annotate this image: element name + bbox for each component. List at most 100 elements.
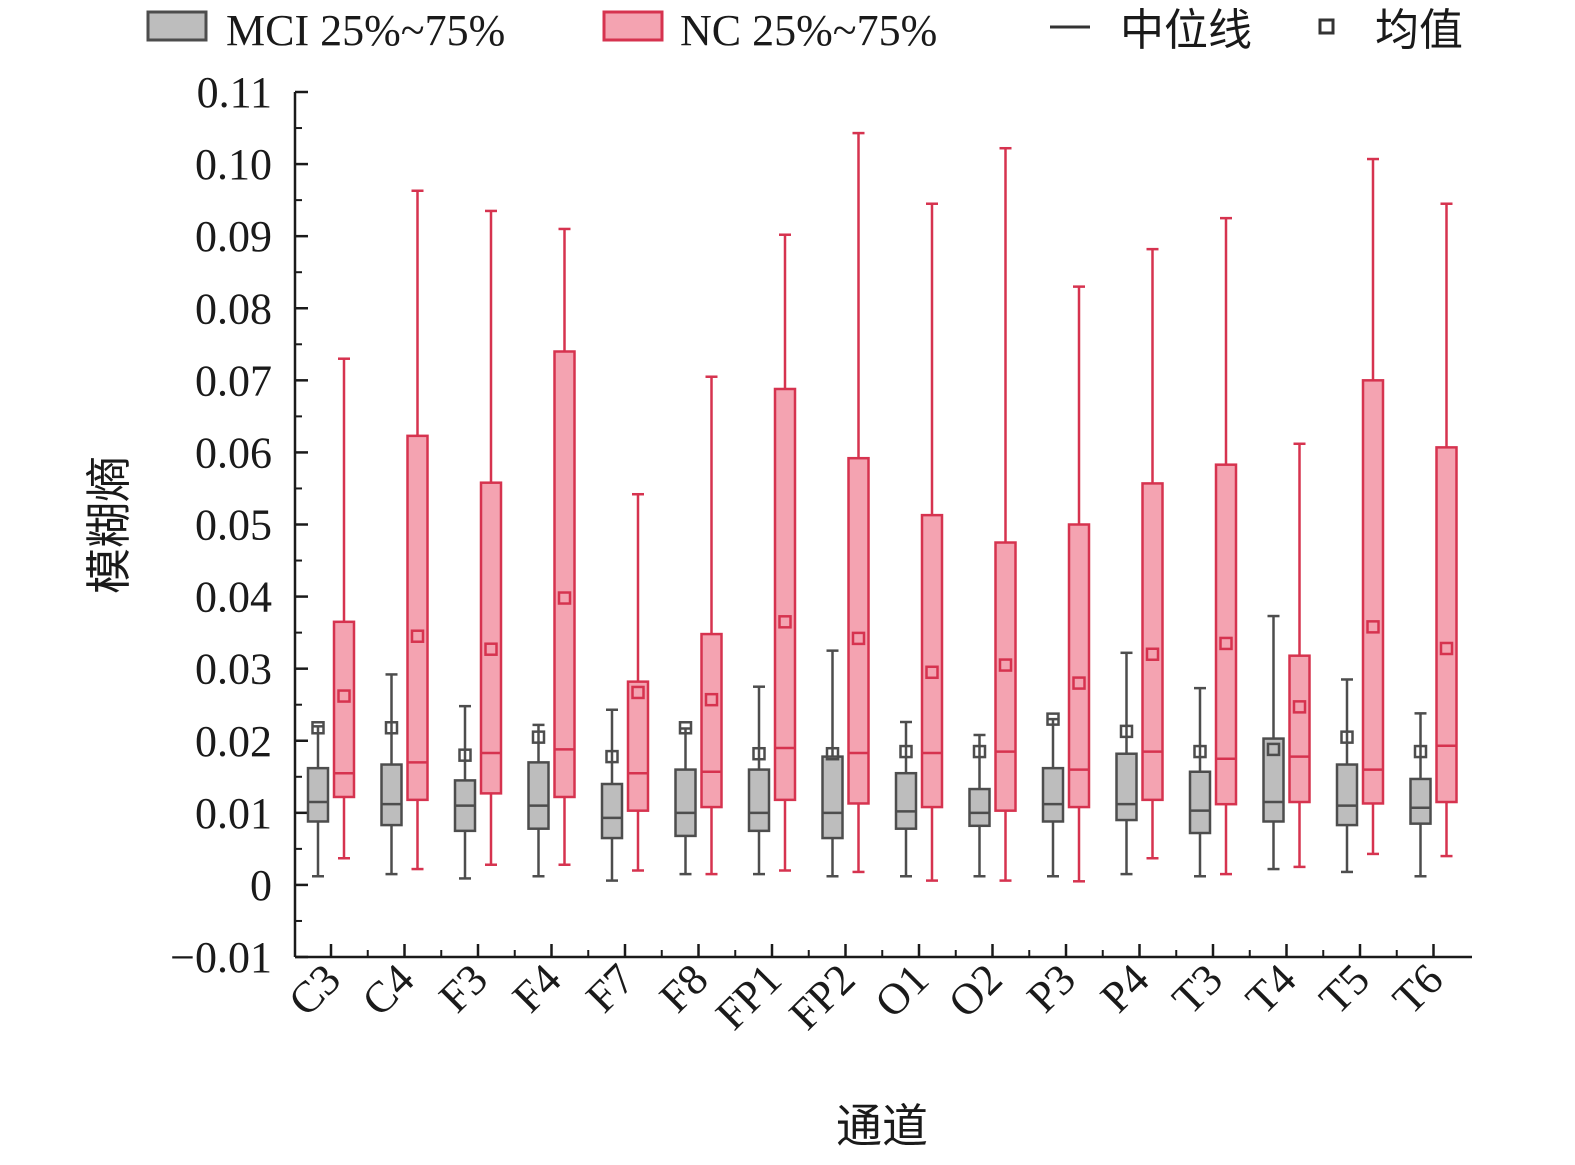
mean-marker <box>1340 730 1354 744</box>
nc-box-C4 <box>406 189 429 871</box>
nc-box-O2 <box>994 146 1017 882</box>
legend-swatch-nc <box>602 10 664 42</box>
mean-marker <box>531 730 546 744</box>
iqr-box <box>700 632 723 809</box>
x-tick-label: T6 <box>1383 954 1452 1023</box>
mean-marker <box>1219 636 1233 651</box>
iqr-box <box>994 541 1017 812</box>
y-tick-label: 0.04 <box>195 573 272 622</box>
iqr-box <box>1141 482 1164 802</box>
mci-box-T4 <box>1262 614 1285 871</box>
iqr-box <box>1361 379 1385 805</box>
x-axis-title: 通道 <box>836 1101 928 1152</box>
mci-box-FP1 <box>747 685 771 876</box>
mean-marker <box>1439 641 1454 656</box>
x-tick-label: F4 <box>503 954 571 1022</box>
mean-marker <box>1145 647 1160 661</box>
mean-marker <box>1119 724 1134 739</box>
x-tick-label: C4 <box>353 954 424 1025</box>
mean-marker <box>631 685 645 700</box>
y-tick-label: 0.10 <box>195 140 272 189</box>
y-tick-label: −0.01 <box>170 933 272 982</box>
nc-box-T5 <box>1361 157 1385 856</box>
legend: MCI 25%~75% NC 25%~75% 中位线 均值 <box>146 6 1463 55</box>
x-tick-label: O1 <box>865 954 938 1027</box>
mci-box-T3 <box>1188 686 1212 878</box>
mci-box-C4 <box>380 673 403 876</box>
legend-label-mean: 均值 <box>1375 6 1463 55</box>
mci-box-F3 <box>453 704 477 880</box>
iqr-box <box>773 387 797 802</box>
iqr-box <box>626 680 650 812</box>
iqr-box <box>1214 463 1238 806</box>
mean-marker <box>410 629 425 643</box>
y-tick-label: 0.07 <box>195 356 272 405</box>
mean-marker <box>752 746 766 761</box>
nc-box-T4 <box>1288 442 1311 869</box>
iqr-box <box>1115 752 1138 822</box>
x-tick-label: FP2 <box>780 954 865 1039</box>
y-tick-label: 0.08 <box>195 284 272 333</box>
mean-marker <box>1413 744 1428 759</box>
iqr-box <box>821 755 844 840</box>
legend-label-mci: MCI 25%~75% <box>226 6 505 55</box>
iqr-box <box>332 620 356 799</box>
mci-box-F8 <box>674 721 697 876</box>
y-tick-label: 0.02 <box>195 717 272 766</box>
iqr-box <box>968 787 991 828</box>
x-tick-label: T5 <box>1310 954 1379 1023</box>
iqr-box <box>1288 654 1311 804</box>
x-tick-label: C3 <box>279 954 350 1025</box>
y-tick-label: 0.01 <box>195 789 272 838</box>
mean-marker <box>1193 744 1207 759</box>
nc-box-FP1 <box>773 233 797 872</box>
mean-marker <box>311 721 325 735</box>
mean-marker <box>1366 620 1380 634</box>
iqr-box <box>674 768 697 838</box>
x-tick-label: F7 <box>577 954 645 1022</box>
y-tick-label: 0.09 <box>195 212 272 261</box>
legend-label-nc: NC 25%~75% <box>680 6 937 55</box>
mean-marker <box>337 689 351 703</box>
legend-mean-symbol <box>1318 18 1335 35</box>
x-tick-label: T4 <box>1236 954 1305 1023</box>
x-tick-label: FP1 <box>706 954 791 1039</box>
nc-box-F7 <box>626 492 650 872</box>
nc-box-F4 <box>553 227 576 866</box>
mci-box-O1 <box>894 720 918 878</box>
nc-box-P3 <box>1067 285 1091 883</box>
mean-marker <box>899 744 913 759</box>
mean-marker <box>998 658 1013 672</box>
mean-marker <box>384 721 399 735</box>
iqr-box <box>1409 777 1432 825</box>
iqr-box <box>747 768 771 833</box>
iqr-box <box>1262 737 1285 823</box>
iqr-box <box>1435 446 1458 804</box>
legend-label-median: 中位线 <box>1120 6 1252 55</box>
y-tick-label: 0 <box>250 861 272 910</box>
mean-marker <box>484 642 498 656</box>
x-tick-label: P3 <box>1018 954 1086 1022</box>
mean-marker <box>678 721 693 735</box>
mci-box-F4 <box>527 723 550 878</box>
mean-marker <box>825 746 840 761</box>
y-axis-title: 模糊熵 <box>84 456 135 594</box>
mean-marker <box>458 748 472 762</box>
iqr-box <box>1335 763 1359 827</box>
nc-box-F8 <box>700 375 723 876</box>
iqr-box <box>847 456 870 805</box>
nc-box-P4 <box>1141 247 1164 860</box>
mean-marker <box>557 591 572 605</box>
x-tick-label: O2 <box>939 954 1012 1027</box>
iqr-box <box>380 763 403 827</box>
x-tick-label: F8 <box>650 954 718 1022</box>
mean-marker <box>925 665 939 680</box>
nc-box-T6 <box>1435 202 1458 858</box>
iqr-box <box>306 766 330 823</box>
mean-marker <box>1266 742 1281 757</box>
y-tick-label: 0.03 <box>195 645 272 694</box>
mean-marker <box>851 631 866 646</box>
mci-box-O2 <box>968 733 991 878</box>
mci-box-T5 <box>1335 678 1359 874</box>
